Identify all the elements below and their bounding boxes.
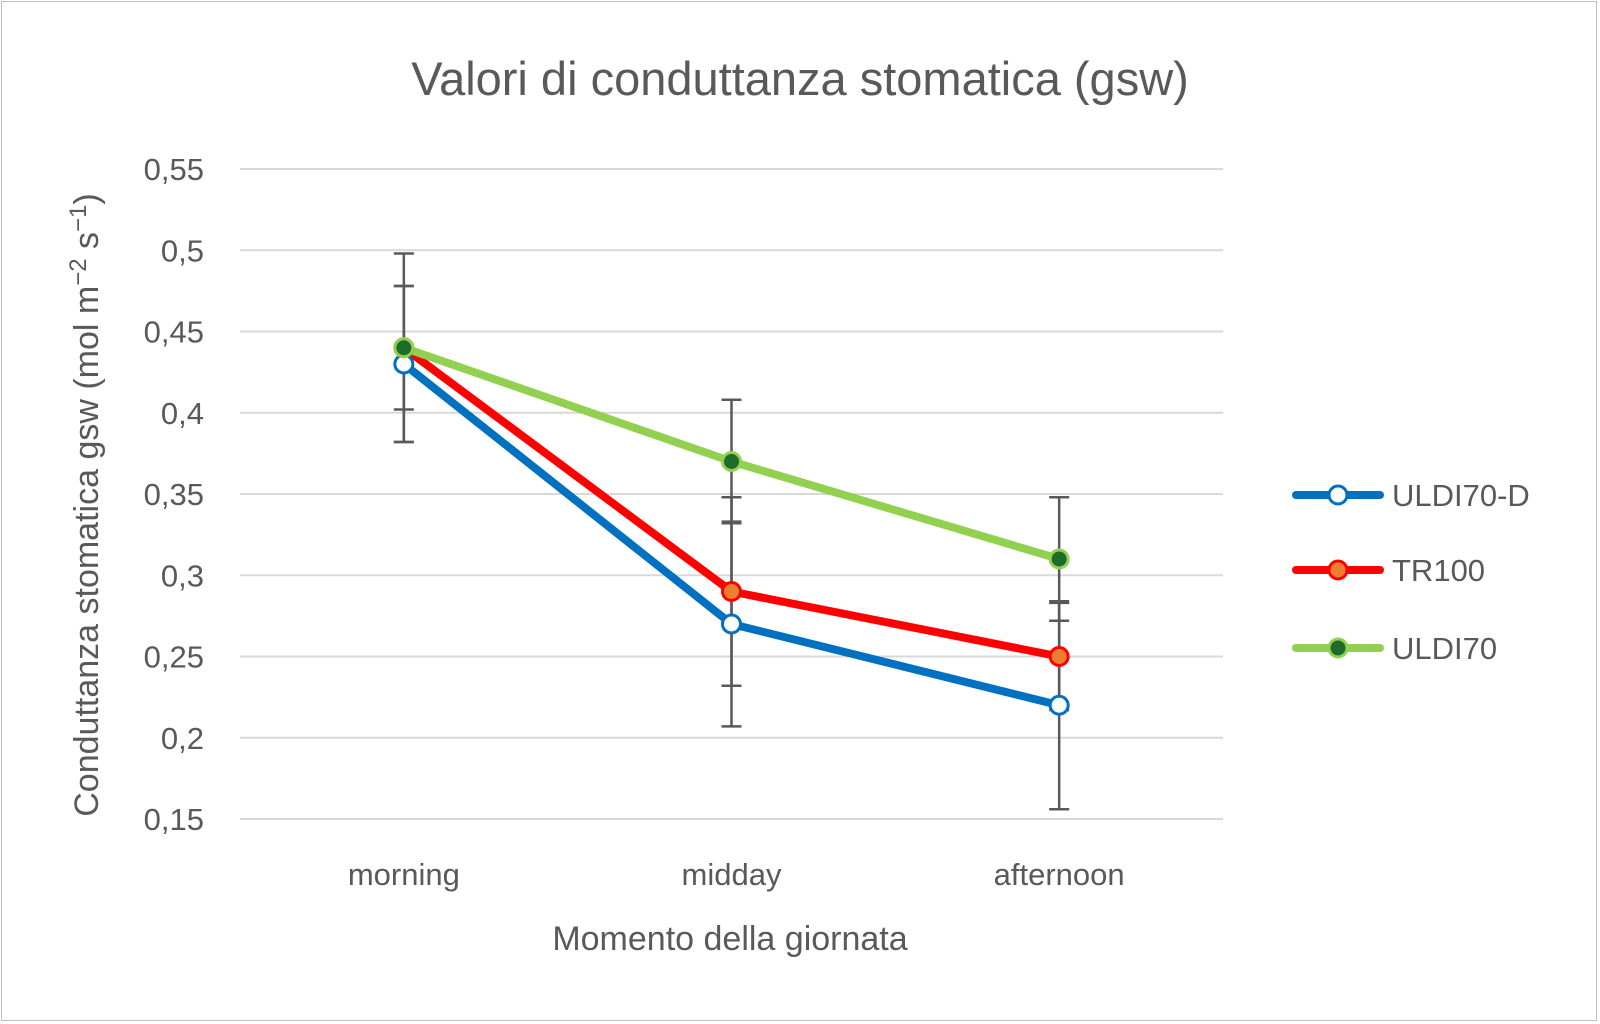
- legend-label: ULDI70: [1392, 631, 1497, 666]
- legend-marker: [1327, 637, 1349, 659]
- y-tick-label: 0,55: [144, 152, 204, 187]
- legend-marker: [1327, 559, 1349, 581]
- series-markers: [393, 337, 1070, 716]
- y-axis-title-mid: s: [68, 232, 106, 258]
- legend-label: ULDI70-D: [1392, 478, 1530, 513]
- x-axis-title: Momento della giornata: [552, 920, 907, 958]
- data-point: [721, 451, 742, 472]
- y-tick-label: 0,2: [161, 721, 204, 756]
- y-axis-title: Conduttanza stomatica gsw (mol m−2 s−1): [65, 193, 106, 817]
- x-tick-label: afternoon: [994, 857, 1125, 892]
- x-tick-label: midday: [682, 857, 782, 892]
- data-point: [393, 337, 415, 359]
- y-tick-label: 0,5: [161, 233, 204, 268]
- y-axis-title-sup1: −2: [65, 258, 92, 285]
- legend: ULDI70-D TR100 ULDI70: [1292, 478, 1530, 666]
- x-tick-label: morning: [348, 857, 460, 892]
- x-axis-ticks: morning midday afternoon: [348, 857, 1125, 892]
- legend-marker: [1327, 484, 1349, 506]
- data-point: [721, 581, 742, 602]
- data-point: [1048, 548, 1070, 570]
- y-axis-ticks: 0,15 0,2 0,25 0,3 0,35 0,4 0,45 0,5 0,55: [144, 152, 204, 837]
- legend-label: TR100: [1392, 553, 1485, 588]
- y-tick-label: 0,35: [144, 477, 204, 512]
- y-tick-label: 0,25: [144, 640, 204, 675]
- data-point: [1048, 694, 1070, 716]
- chart-title: Valori di conduttanza stomatica (gsw): [411, 52, 1189, 105]
- y-tick-label: 0,3: [161, 558, 204, 593]
- y-axis-title-sup2: −1: [65, 205, 92, 232]
- y-axis-title-end: ): [68, 193, 106, 204]
- data-point: [1048, 646, 1070, 667]
- y-axis-title-main: Conduttanza stomatica gsw (mol m: [68, 286, 106, 817]
- y-tick-label: 0,15: [144, 802, 204, 837]
- data-point: [721, 613, 742, 635]
- y-tick-label: 0,45: [144, 315, 204, 350]
- y-tick-label: 0,4: [161, 396, 204, 431]
